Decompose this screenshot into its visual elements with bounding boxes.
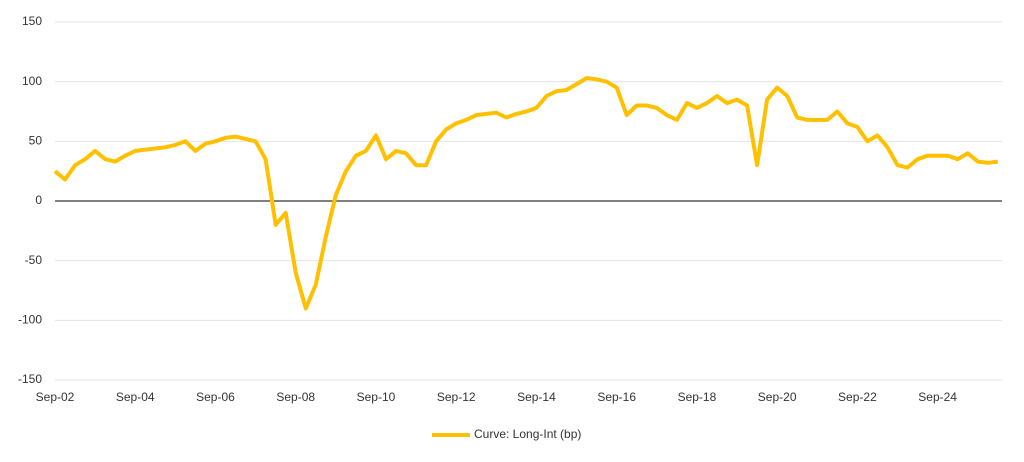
x-tick-label: Sep-04 [116, 390, 155, 404]
y-tick-label: 50 [29, 134, 43, 148]
y-tick-label: -100 [18, 313, 42, 327]
y-tick-label: -50 [25, 253, 43, 267]
y-tick-label: 150 [22, 14, 42, 28]
legend-label: Curve: Long-Int (bp) [474, 427, 581, 441]
x-tick-label: Sep-16 [597, 390, 636, 404]
x-tick-label: Sep-06 [196, 390, 235, 404]
y-tick-label: -150 [18, 372, 42, 386]
x-tick-label: Sep-14 [517, 390, 556, 404]
x-tick-label: Sep-08 [276, 390, 315, 404]
x-tick-label: Sep-22 [838, 390, 877, 404]
y-tick-label: 100 [22, 74, 42, 88]
line-series [53, 76, 999, 311]
x-tick-label: Sep-18 [678, 390, 717, 404]
x-tick-label: Sep-02 [36, 390, 75, 404]
x-tick-label: Sep-20 [758, 390, 797, 404]
x-tick-label: Sep-24 [918, 390, 957, 404]
x-tick-label: Sep-12 [437, 390, 476, 404]
x-tick-label: Sep-10 [357, 390, 396, 404]
y-tick-label: 0 [35, 193, 42, 207]
